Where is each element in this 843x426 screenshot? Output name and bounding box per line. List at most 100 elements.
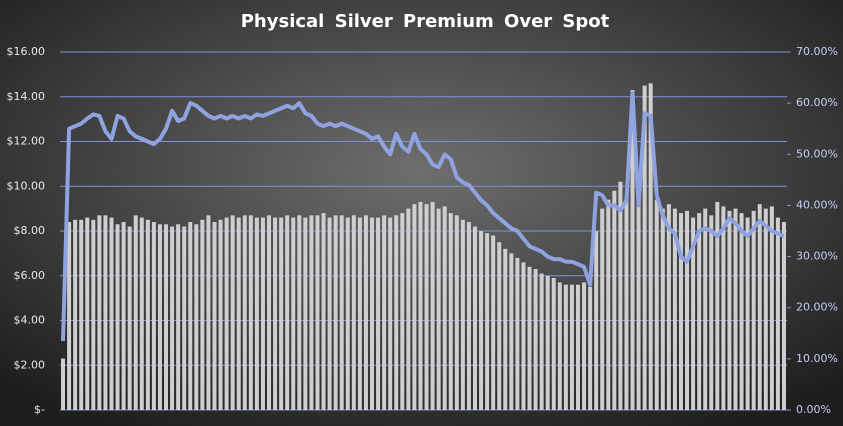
bar xyxy=(648,83,653,410)
bar xyxy=(357,217,362,410)
y2-tick-label: 70.00% xyxy=(796,45,838,58)
bar xyxy=(527,266,532,410)
bar xyxy=(363,215,368,410)
bar xyxy=(260,217,265,410)
bar xyxy=(600,208,605,410)
bar xyxy=(618,181,623,410)
bar xyxy=(697,213,702,410)
bar xyxy=(721,206,726,410)
bar xyxy=(442,206,447,410)
bar xyxy=(285,215,290,410)
bar xyxy=(327,217,332,410)
bar xyxy=(91,219,96,410)
bar xyxy=(424,204,429,410)
y-tick-label: $16.00 xyxy=(7,45,46,58)
y2-tick-label: 50.00% xyxy=(796,147,838,160)
bar xyxy=(297,215,302,410)
bar xyxy=(472,226,477,410)
bar xyxy=(454,215,459,410)
bar xyxy=(248,215,253,410)
y-tick-label: $2.00 xyxy=(14,358,46,371)
bar xyxy=(394,215,399,410)
bar xyxy=(139,217,144,410)
bar xyxy=(97,215,102,410)
bar xyxy=(170,226,175,410)
bar xyxy=(218,219,223,410)
y2-tick-label: 20.00% xyxy=(796,301,838,314)
bar xyxy=(588,286,593,410)
bar xyxy=(236,217,241,410)
bar xyxy=(642,85,647,410)
bar xyxy=(569,284,574,410)
bar xyxy=(351,215,356,410)
bar xyxy=(654,199,659,410)
bar xyxy=(267,215,272,410)
bar xyxy=(127,226,132,410)
bar xyxy=(575,284,580,410)
bar xyxy=(515,257,520,410)
bar xyxy=(497,242,502,410)
bar xyxy=(400,213,405,410)
y-tick-label: $14.00 xyxy=(7,90,46,103)
bar xyxy=(509,253,514,410)
bar xyxy=(703,208,708,410)
bar xyxy=(412,204,417,410)
y-tick-label: $- xyxy=(34,403,45,416)
bar xyxy=(745,217,750,410)
bar xyxy=(194,224,199,410)
bar xyxy=(303,217,308,410)
bar xyxy=(121,222,126,410)
bar xyxy=(733,208,738,410)
bar xyxy=(291,217,296,410)
y-tick-label: $4.00 xyxy=(14,314,46,327)
bar xyxy=(339,215,344,410)
bar xyxy=(545,275,550,410)
y2-tick-label: 10.00% xyxy=(796,352,838,365)
bar xyxy=(727,210,732,410)
bar xyxy=(388,217,393,410)
line xyxy=(61,90,785,342)
bar xyxy=(345,217,350,410)
bar xyxy=(61,358,66,410)
bar xyxy=(85,217,90,410)
bar xyxy=(551,277,556,410)
bar xyxy=(448,213,453,410)
bar xyxy=(145,219,150,410)
bar xyxy=(557,282,562,410)
y2-tick-label: 40.00% xyxy=(796,198,838,211)
bar xyxy=(224,217,229,410)
bar xyxy=(109,217,114,410)
bar xyxy=(376,217,381,410)
y2-tick-label: 60.00% xyxy=(796,96,838,109)
bar xyxy=(666,204,671,410)
bar xyxy=(430,201,435,410)
bar xyxy=(781,222,786,410)
bar xyxy=(164,224,169,410)
bar xyxy=(176,224,181,410)
bar xyxy=(672,208,677,410)
bar xyxy=(612,190,617,410)
bar xyxy=(67,222,72,410)
bar xyxy=(157,224,162,410)
bar xyxy=(115,224,120,410)
y-tick-label: $8.00 xyxy=(14,224,46,237)
bar xyxy=(685,210,690,410)
bar xyxy=(594,231,599,410)
bar xyxy=(715,201,720,410)
y-tick-label: $6.00 xyxy=(14,269,46,282)
y2-tick-label: 30.00% xyxy=(796,250,838,263)
bar xyxy=(182,226,187,410)
bar xyxy=(521,262,526,410)
bar xyxy=(533,269,538,410)
bar xyxy=(739,213,744,410)
bar xyxy=(503,248,508,410)
bar xyxy=(709,215,714,410)
bar xyxy=(418,201,423,410)
bar xyxy=(315,215,320,410)
bar xyxy=(230,215,235,410)
bar xyxy=(309,215,314,410)
bar xyxy=(436,208,441,410)
bar xyxy=(624,197,629,410)
bar xyxy=(636,190,641,410)
